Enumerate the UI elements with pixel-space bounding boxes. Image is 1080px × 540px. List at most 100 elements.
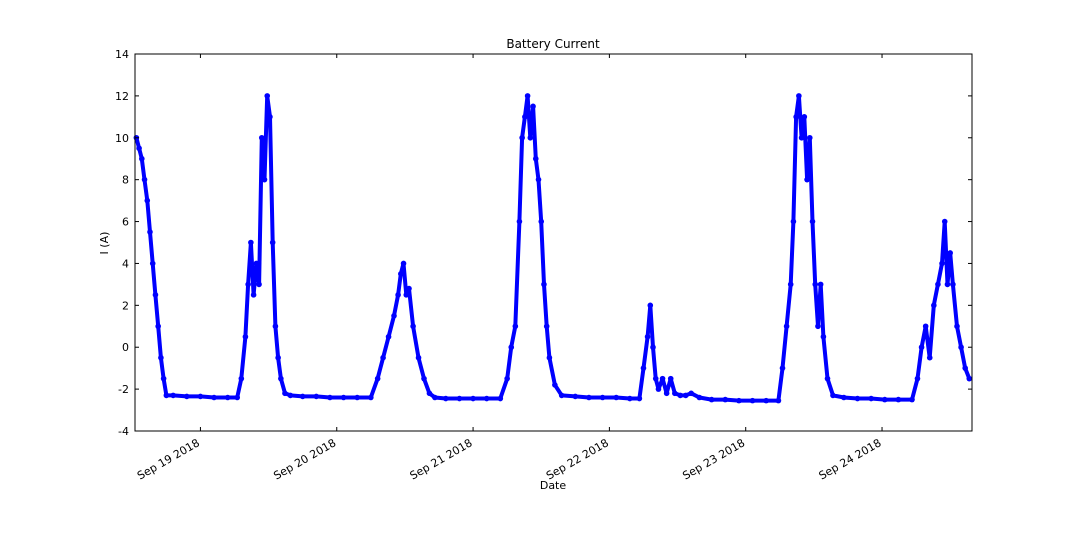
y-tick-label: 12: [115, 90, 129, 103]
data-point: [659, 375, 666, 382]
y-tick-label: 0: [122, 341, 129, 354]
data-point: [224, 394, 231, 401]
data-point: [966, 375, 973, 382]
data-point: [327, 394, 333, 401]
data-point: [809, 218, 816, 225]
data-point: [941, 218, 948, 225]
data-point: [804, 176, 810, 183]
y-tick-label: 8: [122, 174, 129, 187]
data-point: [245, 281, 251, 288]
data-point: [708, 396, 715, 403]
data-point: [432, 394, 438, 401]
data-point: [184, 393, 190, 400]
data-point: [155, 323, 161, 330]
data-point: [141, 176, 148, 183]
data-point: [287, 392, 294, 399]
data-point: [931, 302, 937, 309]
data-point: [682, 392, 689, 399]
data-point: [385, 333, 392, 340]
data-point: [406, 285, 412, 292]
y-tick-label: 4: [122, 257, 129, 270]
data-point: [918, 344, 925, 351]
data-point: [508, 344, 515, 351]
data-point: [790, 218, 797, 225]
data-point: [354, 394, 361, 401]
data-point: [519, 134, 525, 141]
data-point: [572, 393, 579, 400]
data-point: [854, 395, 861, 402]
data-point: [512, 323, 519, 330]
data-point: [962, 365, 968, 371]
data-point: [234, 394, 241, 401]
data-point: [483, 395, 490, 402]
data-point: [922, 323, 929, 330]
data-point: [763, 397, 769, 404]
data-point: [798, 134, 805, 141]
data-point: [868, 395, 874, 402]
data-point: [267, 114, 273, 120]
data-point: [815, 323, 821, 330]
data-point: [586, 394, 592, 401]
data-point: [636, 395, 643, 402]
data-point: [158, 354, 164, 361]
data-point: [824, 375, 831, 382]
data-point: [787, 281, 794, 288]
data-point: [299, 393, 306, 400]
data-point: [340, 394, 347, 401]
data-point: [736, 397, 742, 404]
data-point: [256, 281, 262, 288]
data-point: [796, 93, 802, 99]
y-tick-label: 6: [122, 216, 129, 229]
data-point: [368, 394, 374, 401]
data-point: [958, 344, 964, 351]
data-point: [655, 386, 662, 392]
data-point: [398, 271, 404, 277]
data-point: [543, 323, 550, 330]
data-point: [426, 390, 433, 397]
y-tick-label: 2: [122, 299, 129, 312]
data-point: [391, 313, 397, 319]
y-tick-label: -2: [118, 383, 129, 396]
data-point: [793, 114, 799, 120]
data-point: [926, 354, 933, 361]
data-point: [152, 292, 159, 298]
data-point: [677, 392, 684, 399]
data-point: [136, 145, 142, 152]
data-point: [627, 395, 633, 402]
data-point: [470, 395, 476, 402]
y-tick-label: 10: [115, 132, 129, 145]
data-point: [269, 239, 276, 246]
chart-title: Battery Current: [506, 37, 600, 51]
data-point: [950, 281, 956, 288]
x-axis-label: Date: [540, 479, 567, 492]
data-point: [806, 134, 813, 141]
data-point: [522, 114, 528, 120]
data-point: [599, 394, 606, 401]
data-point: [532, 155, 539, 162]
data-point: [722, 396, 729, 403]
y-axis-label: I (A): [98, 232, 111, 255]
data-point: [527, 134, 534, 141]
data-point: [170, 392, 176, 399]
data-point: [663, 390, 670, 397]
data-point: [667, 375, 674, 382]
data-point: [504, 375, 510, 382]
data-point: [954, 323, 960, 330]
data-point: [272, 323, 279, 330]
data-point: [374, 375, 381, 382]
y-tick-label: 14: [115, 48, 129, 61]
y-tick-label: -4: [118, 425, 129, 438]
data-point: [147, 229, 153, 235]
data-point: [817, 281, 824, 288]
data-point: [895, 396, 902, 403]
data-point: [696, 394, 703, 401]
data-point: [253, 260, 260, 267]
data-point: [400, 260, 407, 267]
data-point: [395, 292, 401, 298]
data-point: [546, 354, 553, 361]
data-point: [242, 333, 249, 340]
data-point: [535, 176, 542, 183]
data-point: [163, 392, 170, 399]
data-point: [820, 333, 827, 340]
